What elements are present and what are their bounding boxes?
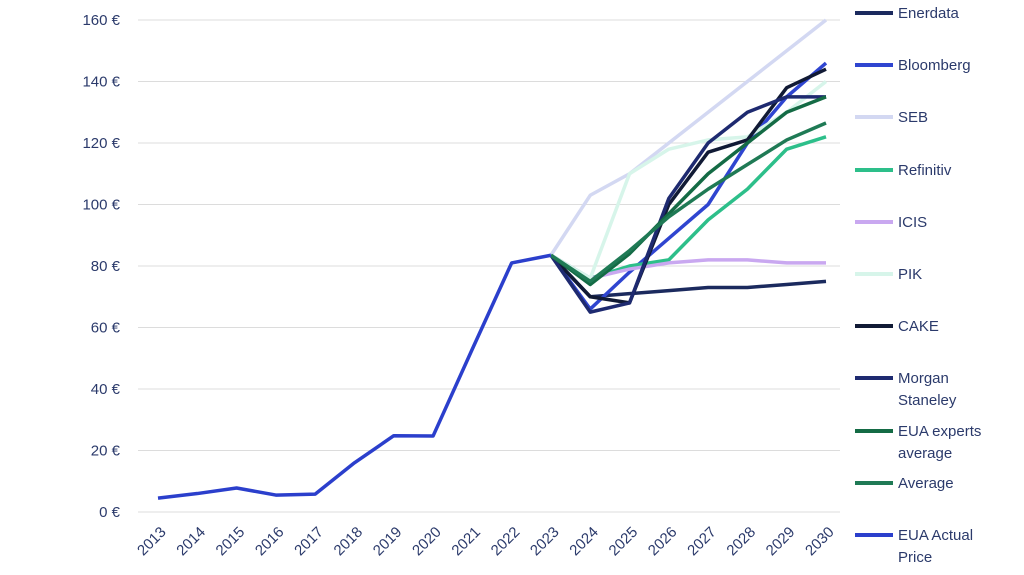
x-tick-label: 2019 [370,524,406,560]
legend-swatch [855,428,893,433]
legend-label: EUA experts average [898,422,982,462]
series-line [549,67,827,305]
series-line [550,135,827,281]
y-tick-label: 80 € [91,258,121,275]
legend-item: EUA Actual Price [855,525,1005,569]
series-line [549,95,827,287]
legend-item: Bloomberg [855,55,1005,77]
y-tick-label: 140 € [82,74,120,91]
legend-swatch [855,11,893,15]
legend-swatch [855,167,893,172]
legend-item: SEB [855,107,1005,129]
y-tick-label: 100 € [82,197,120,214]
legend-swatch [855,115,893,120]
x-tick-label: 2023 [527,524,563,560]
x-tick-label: 2020 [409,524,445,560]
series-line [549,61,828,311]
legend-label: Refinitiv [898,161,952,179]
series-line [549,121,827,284]
series-line [549,18,828,257]
x-tick-label: 2018 [331,524,367,560]
legend-label: Morgan Staneley [898,370,957,410]
y-tick-label: 120 € [82,135,120,152]
legend-label: CAKE [898,318,939,336]
x-tick-label: 2029 [763,524,799,560]
legend-item: EUA experts average [855,421,1005,465]
legend-item: PIK [855,264,1005,286]
legend-label: ICIS [898,213,928,231]
x-tick-label: 2030 [802,524,838,560]
legend-label: EUA Actual Price [898,527,974,566]
legend-label: Bloomberg [898,57,971,75]
y-tick-label: 40 € [91,381,121,398]
legend-label: Average [898,474,954,492]
x-tick-label: 2014 [173,524,209,560]
x-tick-label: 2028 [723,524,759,560]
legend-item: CAKE [855,316,1005,338]
legend-item: ICIS [855,212,1005,234]
x-tick-label: 2015 [213,524,249,560]
legend-swatch [855,376,893,381]
legend-label: Enerdata [898,5,959,22]
legend-item: Refinitiv [855,160,1005,182]
legend-swatch [855,480,893,485]
x-tick-label: 2024 [566,524,602,560]
y-tick-label: 0 € [99,504,121,521]
x-tick-label: 2027 [684,524,720,560]
series-line [157,253,552,500]
series-line [549,95,826,314]
legend-item: Enerdata [855,3,1005,25]
legend-swatch [855,324,893,329]
legend-swatch [855,63,893,68]
legend-label: PIK [898,266,923,283]
y-tick-label: 60 € [91,320,121,337]
x-tick-label: 2013 [134,524,170,560]
x-tick-label: 2025 [606,524,642,560]
x-tick-label: 2021 [448,524,484,560]
x-tick-label: 2016 [252,524,288,560]
legend-item: Morgan Staneley [855,368,1005,412]
x-tick-label: 2017 [291,524,327,560]
x-tick-label: 2026 [645,524,681,560]
x-tick-label: 2022 [488,524,524,560]
legend-label: SEB [898,109,929,127]
legend-item: Average [855,473,1005,495]
legend-swatch [855,272,893,276]
legend-swatch [855,533,893,537]
y-tick-label: 20 € [91,443,121,460]
legend-swatch [855,219,893,224]
y-tick-label: 160 € [82,12,120,29]
